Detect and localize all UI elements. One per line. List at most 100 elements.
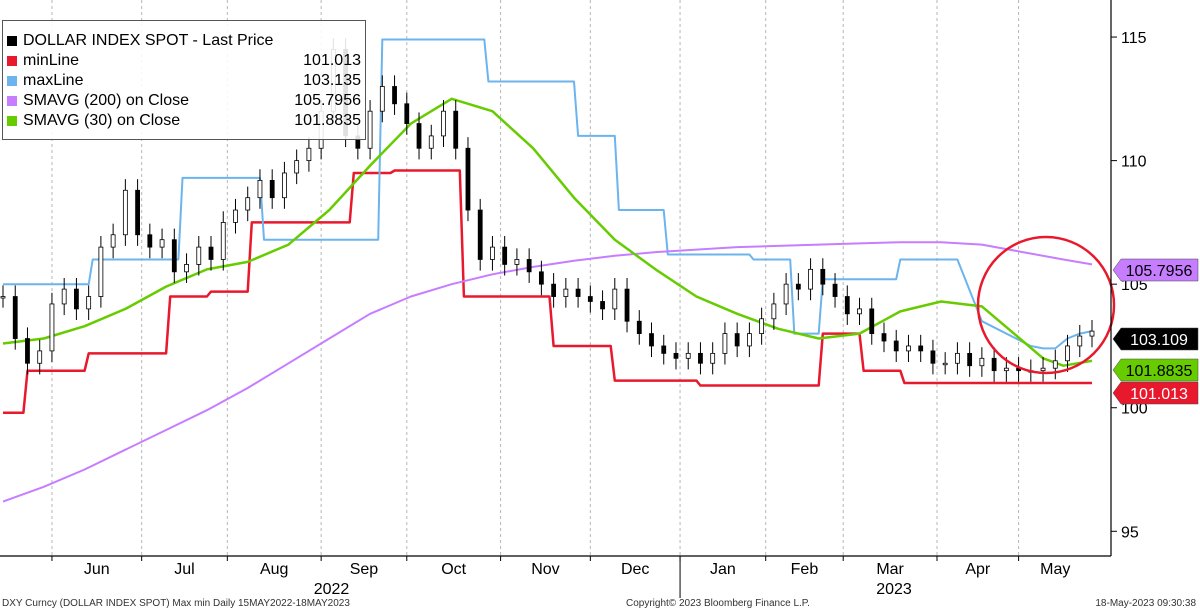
- price-candle: [74, 288, 79, 310]
- price-candle: [404, 103, 410, 124]
- price-candle: [661, 345, 667, 354]
- legend-value: 101.8835: [294, 112, 361, 129]
- price-candle: [1065, 345, 1070, 362]
- tag-shape: [1112, 258, 1199, 282]
- price-candle: [392, 86, 397, 105]
- x-year-label: 2023: [876, 581, 912, 598]
- legend-label: DOLLAR INDEX SPOT - Last Price: [23, 32, 274, 49]
- price-candle: [159, 239, 165, 248]
- price-candle: [257, 179, 263, 199]
- price-candle: [783, 283, 789, 305]
- price-candle: [930, 350, 936, 364]
- x-month-label: Jan: [710, 561, 736, 578]
- price-candle: [538, 271, 544, 285]
- price-candle: [514, 259, 520, 265]
- price-candle: [869, 308, 875, 334]
- legend-value: 103.135: [303, 72, 361, 89]
- legend-item-sma200: SMAVG (200) on Close 105.7956: [7, 91, 361, 111]
- price-candle: [441, 110, 446, 137]
- price-candle: [906, 345, 911, 352]
- legend-item-maxline: maxLine 103.135: [7, 71, 361, 91]
- x-month-label: Nov: [531, 561, 559, 578]
- price-candle: [808, 268, 813, 290]
- price-candle: [428, 135, 434, 149]
- price-candle: [575, 288, 581, 297]
- price-candle: [110, 234, 116, 248]
- price-candle: [465, 147, 471, 211]
- price-candle: [1089, 330, 1095, 337]
- price-candle: [685, 352, 691, 359]
- last-value-tag: 101.8835: [1112, 358, 1199, 382]
- price-candle: [502, 246, 508, 265]
- x-month-label: Jul: [174, 561, 194, 578]
- y-tick-label: 95: [1121, 524, 1139, 541]
- price-candle: [25, 338, 30, 364]
- price-candle: [612, 288, 618, 310]
- price-candle: [893, 340, 899, 352]
- price-candle: [220, 221, 226, 260]
- price-candle: [979, 357, 985, 367]
- price-candle: [600, 301, 605, 310]
- price-candle: [1003, 367, 1009, 372]
- last-value-tags: 105.7956 103.109 101.8835 101.013: [1112, 258, 1199, 405]
- price-candle: [147, 234, 153, 248]
- price-candle: [477, 209, 483, 260]
- price-candle: [122, 189, 128, 236]
- series-line: [3, 38, 1093, 350]
- x-month-label: Dec: [621, 561, 649, 578]
- price-candle: [379, 86, 385, 112]
- legend-swatch: [7, 116, 17, 126]
- x-month-label: May: [1040, 561, 1070, 578]
- last-value-tag: 105.7956: [1112, 258, 1199, 282]
- price-candle: [820, 268, 826, 285]
- price-candle: [12, 296, 18, 339]
- y-tick-label: 100: [1121, 401, 1148, 418]
- highlight-circle: [976, 235, 1116, 375]
- price-candle: [306, 147, 312, 162]
- price-candle: [1040, 367, 1046, 372]
- price-candle: [710, 352, 716, 364]
- tag-label: 105.7956: [1126, 263, 1193, 280]
- tag-label: 103.109: [1130, 332, 1188, 349]
- price-candle: [135, 189, 140, 236]
- x-year-label: 2022: [314, 581, 350, 598]
- price-candle: [587, 296, 593, 302]
- price-candle: [673, 352, 679, 359]
- legend-item-minline: minLine 101.013: [7, 51, 361, 71]
- tag-shape: [1112, 327, 1199, 351]
- price-candle: [1052, 360, 1058, 369]
- price-candle: [649, 333, 654, 347]
- price-candle: [551, 283, 557, 297]
- price-candle: [0, 296, 6, 299]
- y-tick-label: 115: [1121, 30, 1147, 47]
- legend-label: SMAVG (200) on Close: [23, 92, 189, 109]
- price-candle: [698, 352, 703, 364]
- last-value-tag: 101.013: [1112, 381, 1199, 405]
- tag-shape: [1112, 381, 1199, 405]
- footer-source: DXY Curncy (DOLLAR INDEX SPOT) Max min D…: [2, 598, 350, 609]
- price-candle: [86, 296, 92, 310]
- legend-label: SMAVG (30) on Close: [23, 112, 181, 129]
- price-candle: [795, 283, 801, 290]
- price-candle: [759, 318, 765, 335]
- price-candle: [490, 246, 495, 260]
- x-month-label: Mar: [876, 561, 904, 578]
- price-candle: [526, 259, 532, 273]
- price-candle: [269, 179, 275, 199]
- price-candle: [196, 246, 202, 265]
- footer-timestamp: 18-May-2023 09:30:38: [1095, 598, 1196, 609]
- price-candle: [37, 350, 43, 364]
- price-candle: [918, 345, 924, 352]
- price-candle: [955, 352, 960, 364]
- y-axis: 95 100 105 110 115: [1111, 30, 1148, 541]
- price-candle: [245, 197, 251, 211]
- price-candle: [746, 333, 752, 347]
- price-candle: [294, 160, 300, 174]
- price-candle: [49, 303, 55, 352]
- x-month-label: Aug: [260, 561, 288, 578]
- price-candle: [624, 288, 630, 322]
- y-tick-label: 110: [1121, 154, 1147, 171]
- series-line: [2, 97, 1093, 367]
- legend-swatch: [7, 56, 17, 66]
- legend-label: minLine: [23, 52, 80, 69]
